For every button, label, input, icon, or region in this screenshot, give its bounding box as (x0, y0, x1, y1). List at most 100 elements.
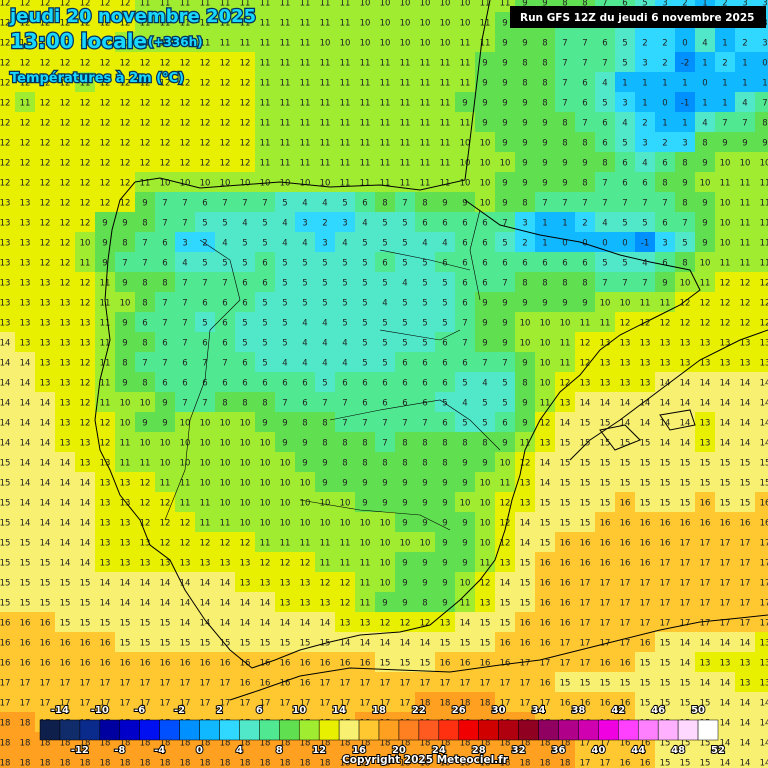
temperature-value: 16 (580, 539, 591, 549)
temperature-value: 9 (442, 539, 447, 549)
temperature-value: 17 (740, 619, 751, 629)
temperature-value: 7 (502, 359, 507, 369)
temperature-value: 11 (340, 79, 351, 89)
temperature-value: 17 (600, 619, 611, 629)
temperature-value: 9 (122, 379, 127, 389)
temperature-value: 11 (440, 99, 451, 109)
temperature-cell (575, 32, 595, 52)
temperature-value: 14 (680, 639, 691, 649)
temperature-cell (375, 92, 395, 112)
temperature-value: 9 (502, 139, 507, 149)
temperature-value: 9 (502, 339, 507, 349)
temperature-cell (635, 172, 655, 192)
temperature-value: 15 (660, 499, 671, 509)
temperature-value: 11 (260, 79, 271, 89)
temperature-cell (195, 392, 215, 412)
temperature-cell (15, 132, 35, 152)
temperature-cell (275, 452, 295, 472)
temperature-cell (715, 52, 735, 72)
temperature-value: 12 (0, 179, 10, 189)
temperature-value: 10 (680, 279, 691, 289)
temperature-value: 10 (560, 319, 571, 329)
temperature-cell (155, 212, 175, 232)
temperature-value: 18 (20, 759, 31, 768)
temperature-value: 10 (420, 19, 431, 29)
temperature-cell (295, 252, 315, 272)
temperature-value: 13 (540, 439, 551, 449)
temperature-value: 11 (340, 159, 351, 169)
temperature-cell (75, 432, 95, 452)
temperature-value: 5 (322, 279, 327, 289)
temperature-value: 1 (662, 79, 667, 89)
temperature-cell (75, 172, 95, 192)
temperature-cell (195, 332, 215, 352)
temperature-value: 4 (222, 239, 227, 249)
temperature-value: 14 (340, 639, 351, 649)
temperature-value: 5 (282, 279, 287, 289)
temperature-value: 10 (360, 539, 371, 549)
temperature-value: 10 (500, 459, 511, 469)
temperature-value: 12 (340, 599, 351, 609)
temperature-value: 13 (40, 319, 51, 329)
temperature-cell (235, 392, 255, 412)
temperature-cell (375, 192, 395, 212)
temperature-cell (555, 352, 575, 372)
temperature-value: 11 (740, 239, 751, 249)
temperature-value: 16 (620, 659, 631, 669)
temperature-value: 7 (562, 39, 567, 49)
temperature-value: 12 (80, 179, 91, 189)
temperature-cell (555, 52, 575, 72)
temperature-cell (155, 52, 175, 72)
temperature-value: 5 (382, 339, 387, 349)
temperature-value: 7 (762, 99, 767, 109)
temperature-value: 12 (680, 319, 691, 329)
colorbar-top-label: -6 (134, 705, 145, 716)
temperature-value: 5 (382, 359, 387, 369)
colorbar-swatch (338, 719, 360, 741)
temperature-value: 11 (400, 179, 411, 189)
temperature-cell (575, 292, 595, 312)
temperature-cell (555, 272, 575, 292)
temperature-cell (755, 92, 768, 112)
temperature-value: 11 (420, 139, 431, 149)
temperature-value: 11 (360, 59, 371, 69)
temperature-value: 14 (260, 619, 271, 629)
temperature-value: 14 (20, 439, 31, 449)
temperature-value: 12 (180, 519, 191, 529)
temperature-cell (15, 152, 35, 172)
temperature-value: 9 (522, 99, 527, 109)
temperature-value: 7 (422, 419, 427, 429)
temperature-value: 5 (422, 299, 427, 309)
temperature-cell (595, 232, 615, 252)
temperature-value: 12 (120, 159, 131, 169)
temperature-value: 3 (302, 219, 307, 229)
colorbar-bottom-label: 36 (552, 745, 566, 756)
temperature-value: 6 (202, 299, 207, 309)
temperature-cell (0, 272, 15, 292)
temperature-value: 13 (60, 299, 71, 309)
temperature-cell (0, 332, 15, 352)
temperature-value: 9 (722, 139, 727, 149)
temperature-cell (575, 132, 595, 152)
temperature-value: 11 (380, 159, 391, 169)
temperature-value: 4 (702, 119, 707, 129)
temperature-cell (215, 272, 235, 292)
temperature-value: 7 (582, 199, 587, 209)
temperature-value: 13 (0, 199, 10, 209)
temperature-cell (15, 12, 35, 32)
temperature-value: 10 (360, 19, 371, 29)
temperature-value: 10 (160, 459, 171, 469)
temperature-value: 12 (60, 259, 71, 269)
temperature-value: 17 (620, 599, 631, 609)
temperature-cell (255, 32, 275, 52)
colorbar-swatch (618, 719, 639, 741)
temperature-value: 10 (200, 459, 211, 469)
temperature-cell (515, 332, 535, 352)
temperature-value: 10 (260, 459, 271, 469)
temperature-cell (375, 112, 395, 132)
temperature-value: 9 (702, 159, 707, 169)
temperature-cell (115, 52, 135, 72)
temperature-cell (615, 92, 635, 112)
temperature-value: 7 (582, 39, 587, 49)
temperature-value: 14 (60, 559, 71, 569)
